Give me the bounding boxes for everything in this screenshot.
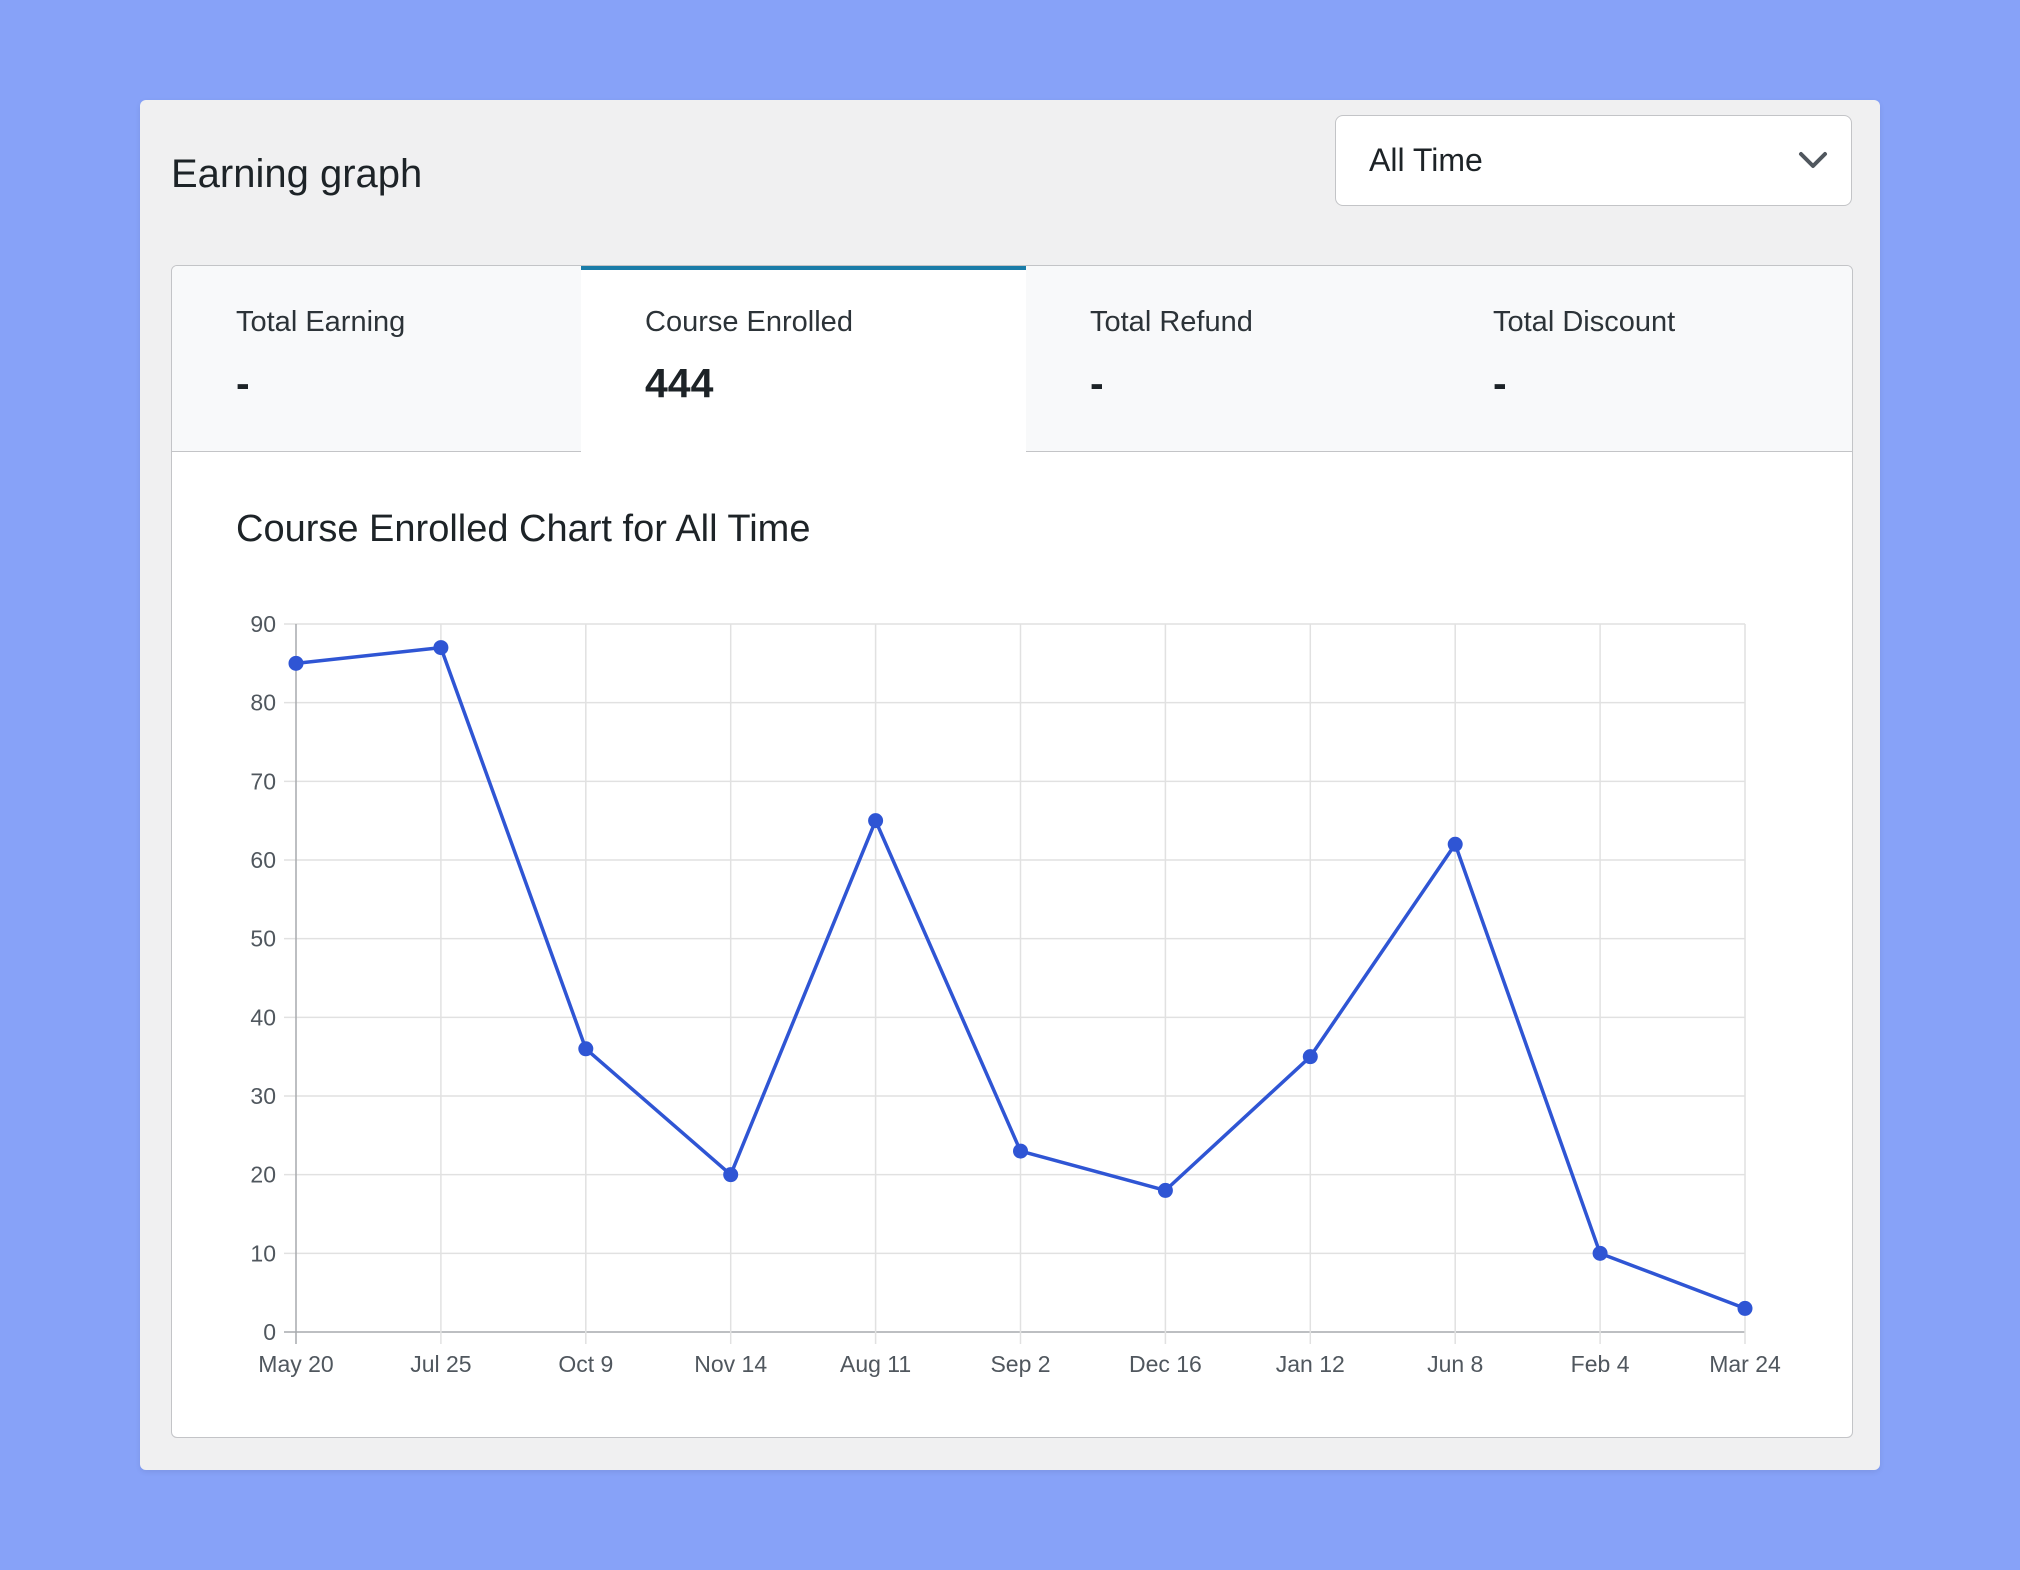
y-tick-label: 0 [263,1319,276,1345]
tab-total-earning[interactable]: Total Earning - [172,266,582,452]
stats-tabs: Total Earning - Course Enrolled 444 Tota… [172,266,1852,452]
period-select[interactable]: All Time [1335,115,1852,206]
y-tick-label: 40 [250,1004,276,1030]
data-point [723,1167,739,1183]
data-point [1447,836,1463,852]
tab-total-refund[interactable]: Total Refund - [1026,266,1430,452]
y-tick-label: 30 [250,1083,276,1109]
tab-value: - [1090,360,1104,406]
data-point [578,1041,594,1057]
tab-value: - [236,360,250,406]
data-point [1013,1143,1028,1159]
x-tick-label: May 20 [258,1351,333,1377]
data-point [868,813,884,829]
tab-value: 444 [645,360,714,406]
x-tick-label: Jul 25 [410,1351,471,1377]
period-select-value: All Time [1369,142,1483,178]
tab-label: Total Refund [1090,306,1253,338]
earning-graph-card: Earning graph All Time Total Earning - C… [140,100,1880,1470]
x-tick-label: Oct 9 [558,1351,613,1377]
tab-label: Total Earning [236,306,406,338]
x-tick-label: Nov 14 [694,1351,767,1377]
chart-title: Course Enrolled Chart for All Time [236,508,811,550]
data-point [433,640,449,656]
x-tick-label: Feb 4 [1571,1351,1630,1377]
card-title: Earning graph [171,152,423,196]
stats-panel: Total Earning - Course Enrolled 444 Tota… [171,265,1853,1438]
y-tick-label: 10 [250,1240,276,1266]
y-tick-label: 50 [250,926,276,952]
y-tick-label: 20 [250,1162,276,1188]
chevron-down-icon [1799,152,1827,168]
y-tick-label: 70 [250,768,276,794]
tab-total-discount[interactable]: Total Discount - [1429,266,1852,452]
data-point [288,655,304,671]
tab-course-enrolled[interactable]: Course Enrolled 444 [581,266,1027,452]
y-tick-label: 90 [250,611,276,637]
y-tick-label: 60 [250,847,276,873]
x-tick-label: Aug 11 [840,1351,911,1377]
x-tick-label: Jun 8 [1427,1351,1483,1377]
tab-label: Course Enrolled [645,306,853,338]
enrolled-line-chart: 0 10 20 30 40 50 60 70 80 90 May 20 Jul 25 Oct 9 Nov … [250,611,1781,1377]
data-point [1157,1182,1173,1198]
x-tick-label: Sep 2 [990,1351,1050,1377]
data-point [1302,1049,1318,1065]
data-point [1592,1245,1608,1261]
x-tick-label: Jan 12 [1276,1351,1345,1377]
tab-label: Total Discount [1493,306,1676,338]
x-tick-label: Mar 24 [1709,1351,1781,1377]
y-tick-label: 80 [250,690,276,716]
x-tick-label: Dec 16 [1129,1351,1202,1377]
data-point [1737,1300,1753,1316]
tab-value: - [1493,360,1507,406]
